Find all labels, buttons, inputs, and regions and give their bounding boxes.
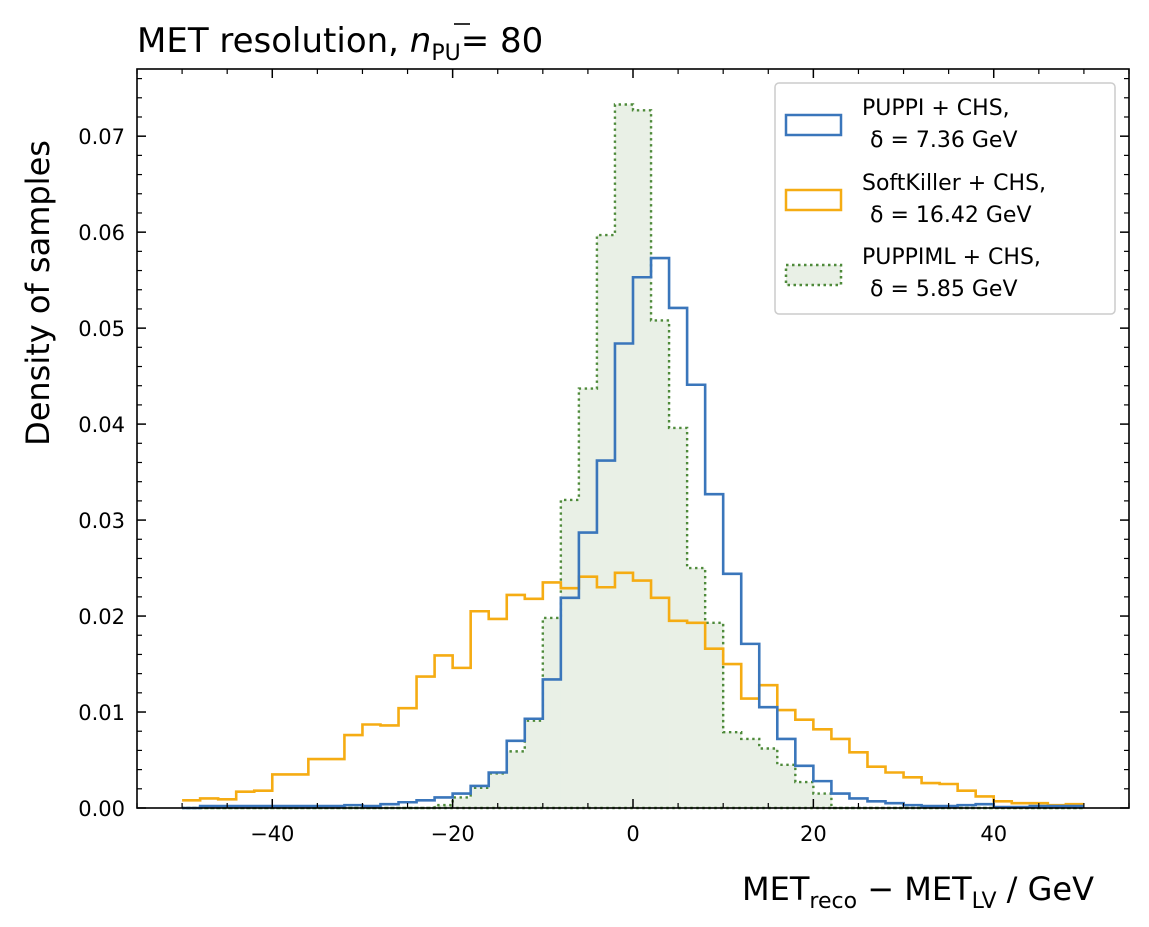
legend-delta-puppiml: δ = 5.85 GeV (870, 277, 1018, 302)
series-line (182, 256, 1084, 810)
y-tick-label: 0.07 (78, 125, 125, 149)
bin-bar (759, 748, 778, 808)
x-tick-label: 20 (800, 822, 827, 846)
y-tick-label: 0.06 (78, 221, 125, 245)
bin-bar (777, 764, 796, 808)
bin-bar (741, 738, 760, 808)
bin-bar (705, 622, 724, 808)
bin-bar (633, 110, 652, 808)
series-1 (182, 571, 1084, 807)
legend-swatch-puppi (784, 113, 843, 137)
ticks-layer: −40 −20 0 20 40 0.00 0.01 0.02 0.03 0.04 0.05 0.06 0… (78, 69, 1130, 846)
legend: PUPPI + CHS, δ = 7.36 GeV SoftKiller + C… (774, 82, 1116, 315)
series-2 (182, 103, 1084, 810)
x-tick-label: −40 (250, 822, 294, 846)
legend-label-puppi: PUPPI + CHS, (862, 96, 1010, 121)
y-tick-label: 0.01 (78, 701, 125, 725)
bin-bar (578, 388, 598, 808)
bin-bar (795, 782, 814, 808)
bin-bar (651, 320, 670, 808)
legend-delta-puppi: δ = 7.36 GeV (870, 128, 1018, 153)
bin-bar (506, 751, 526, 808)
legend-delta-softkiller: δ = 16.42 GeV (870, 203, 1032, 228)
y-tick-label: 0.05 (78, 317, 125, 341)
bin-bar (470, 787, 490, 808)
bin-bar (560, 499, 580, 808)
bin-bar (434, 805, 453, 808)
chart-title: MET resolution, nPU= 80 (137, 21, 543, 66)
bin-bar (813, 793, 832, 808)
series-0 (182, 256, 1084, 810)
legend-box (774, 82, 1116, 315)
legend-swatch-puppiml (784, 263, 843, 287)
y-tick-label: 0.03 (78, 509, 125, 533)
bin-bar (488, 773, 508, 808)
x-tick-label: 40 (980, 822, 1007, 846)
y-tick-label: 0.02 (78, 605, 125, 629)
bin-bar (669, 427, 688, 808)
bin-bar (687, 568, 706, 808)
series-layer (182, 103, 1084, 810)
legend-label-puppiml: PUPPIML + CHS, (862, 245, 1041, 270)
y-tick-label: 0.04 (78, 413, 125, 437)
x-axis-label: METreco − METLV / GeV (742, 870, 1094, 914)
bin-bar (596, 235, 616, 809)
bin-bar (542, 617, 562, 808)
bin-bar (723, 732, 742, 808)
x-tick-label: 0 (626, 822, 639, 846)
bin-bar (524, 720, 544, 808)
series-line (182, 571, 1084, 807)
x-tick-label: −20 (430, 822, 474, 846)
legend-swatch-softkiller (784, 188, 843, 212)
bin-bar (614, 104, 634, 808)
y-tick-label: 0.00 (78, 797, 125, 821)
bin-bar (452, 797, 471, 808)
y-axis-label: Density of samples (19, 140, 57, 446)
legend-label-softkiller: SoftKiller + CHS, (862, 171, 1046, 196)
